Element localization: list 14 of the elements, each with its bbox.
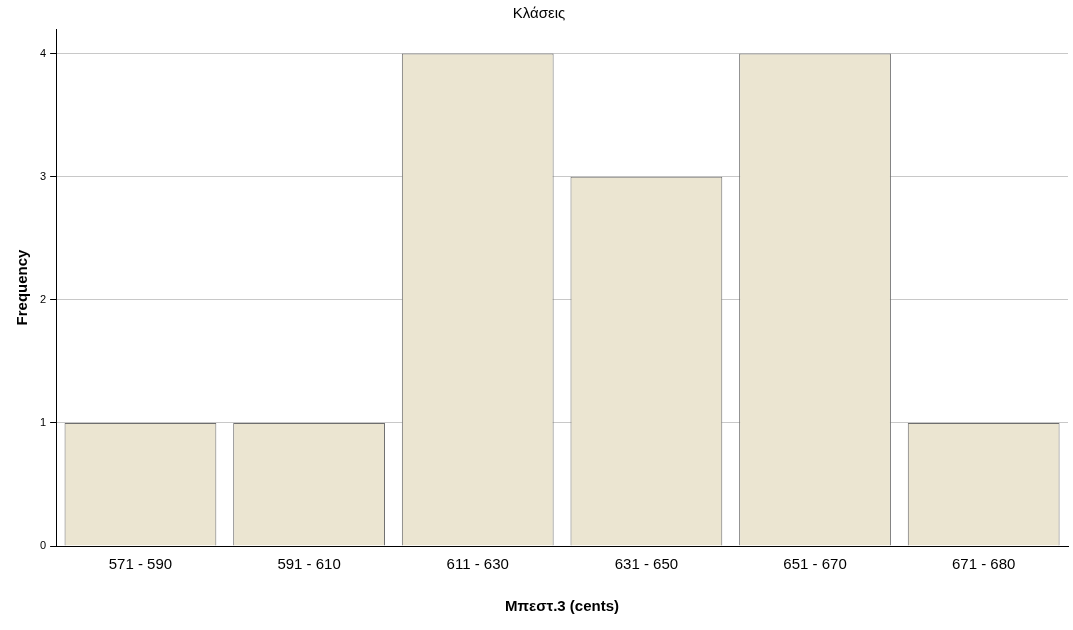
y-axis-title: Frequency — [13, 248, 31, 326]
x-tick-label: 651 - 670 — [783, 555, 847, 573]
x-tick-label: 671 - 680 — [951, 555, 1016, 573]
y-tick-label: 0 — [39, 539, 47, 552]
y-tick-label: 4 — [39, 46, 47, 59]
x-tick-label: 611 - 630 — [446, 555, 509, 573]
y-tick-label: 2 — [39, 292, 47, 305]
x-tick-label: 571 - 590 — [108, 555, 173, 573]
chart-title: Κλάσεις — [512, 4, 566, 22]
y-tick-label: 1 — [39, 415, 47, 428]
x-tick-label: 631 - 650 — [614, 555, 679, 573]
x-axis-title: Μπεστ.3 (cents) — [505, 597, 620, 615]
y-tick-label: 3 — [39, 169, 47, 182]
x-tick-label: 591 - 610 — [277, 555, 341, 573]
